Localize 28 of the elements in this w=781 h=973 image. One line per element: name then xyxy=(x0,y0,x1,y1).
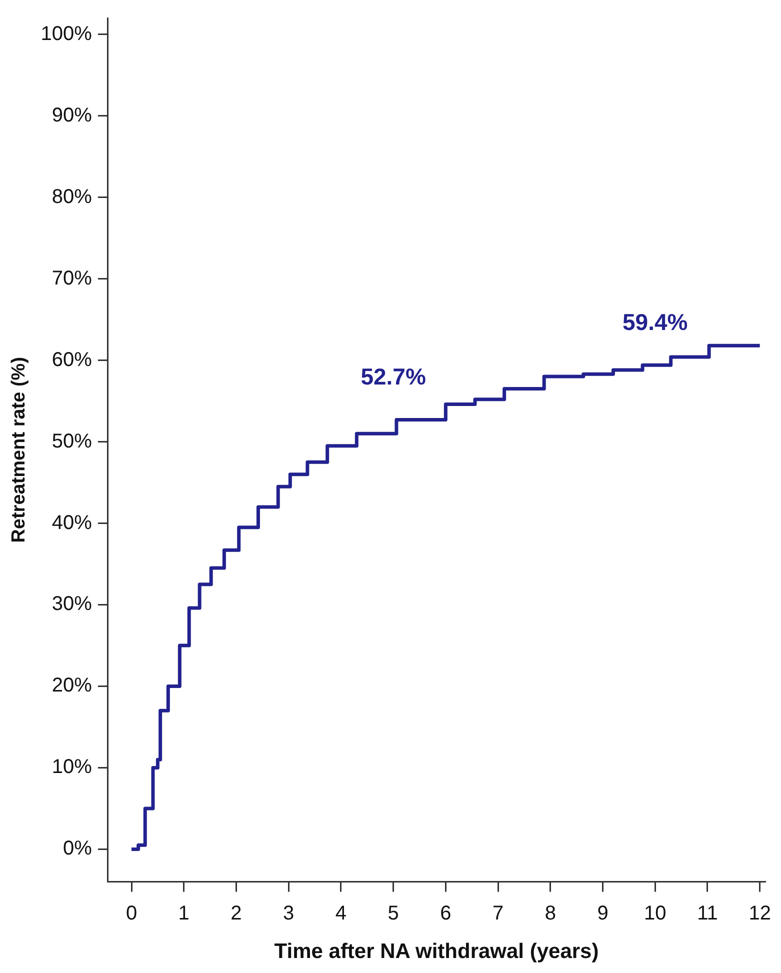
y-tick-label: 70% xyxy=(52,267,92,290)
y-tick-label: 0% xyxy=(63,838,92,860)
y-tick-label: 90% xyxy=(52,104,92,126)
x-tick-label: 6 xyxy=(440,902,452,924)
y-tick-label: 80% xyxy=(52,186,92,208)
annotation: 52.7% xyxy=(360,364,426,390)
x-tick-label: 1 xyxy=(178,902,190,924)
x-tick-label: 4 xyxy=(335,902,347,924)
x-tick-label: 9 xyxy=(597,902,608,924)
y-axis-title: Retreatment rate (%) xyxy=(8,356,30,543)
x-tick-label: 11 xyxy=(697,902,718,924)
y-tick-label: 40% xyxy=(52,512,92,534)
x-tick-label: 2 xyxy=(230,902,242,924)
x-axis-title: Time after NA withdrawal (years) xyxy=(274,940,599,964)
annotation: 59.4% xyxy=(622,308,688,335)
y-tick-label: 100% xyxy=(40,22,92,45)
y-tick-label: 50% xyxy=(52,430,92,452)
y-tick-label: 30% xyxy=(52,593,92,616)
x-tick-label: 7 xyxy=(492,902,504,924)
x-tick-label: 0 xyxy=(126,902,138,924)
x-tick-label: 3 xyxy=(283,902,294,924)
y-tick-label: 20% xyxy=(52,674,92,697)
y-tick-label: 10% xyxy=(52,756,92,778)
x-tick-label: 5 xyxy=(388,902,399,924)
x-tick-label: 12 xyxy=(748,902,771,924)
y-tick-label: 60% xyxy=(52,348,92,371)
x-tick-label: 8 xyxy=(544,902,556,924)
x-tick-label: 10 xyxy=(644,902,666,924)
